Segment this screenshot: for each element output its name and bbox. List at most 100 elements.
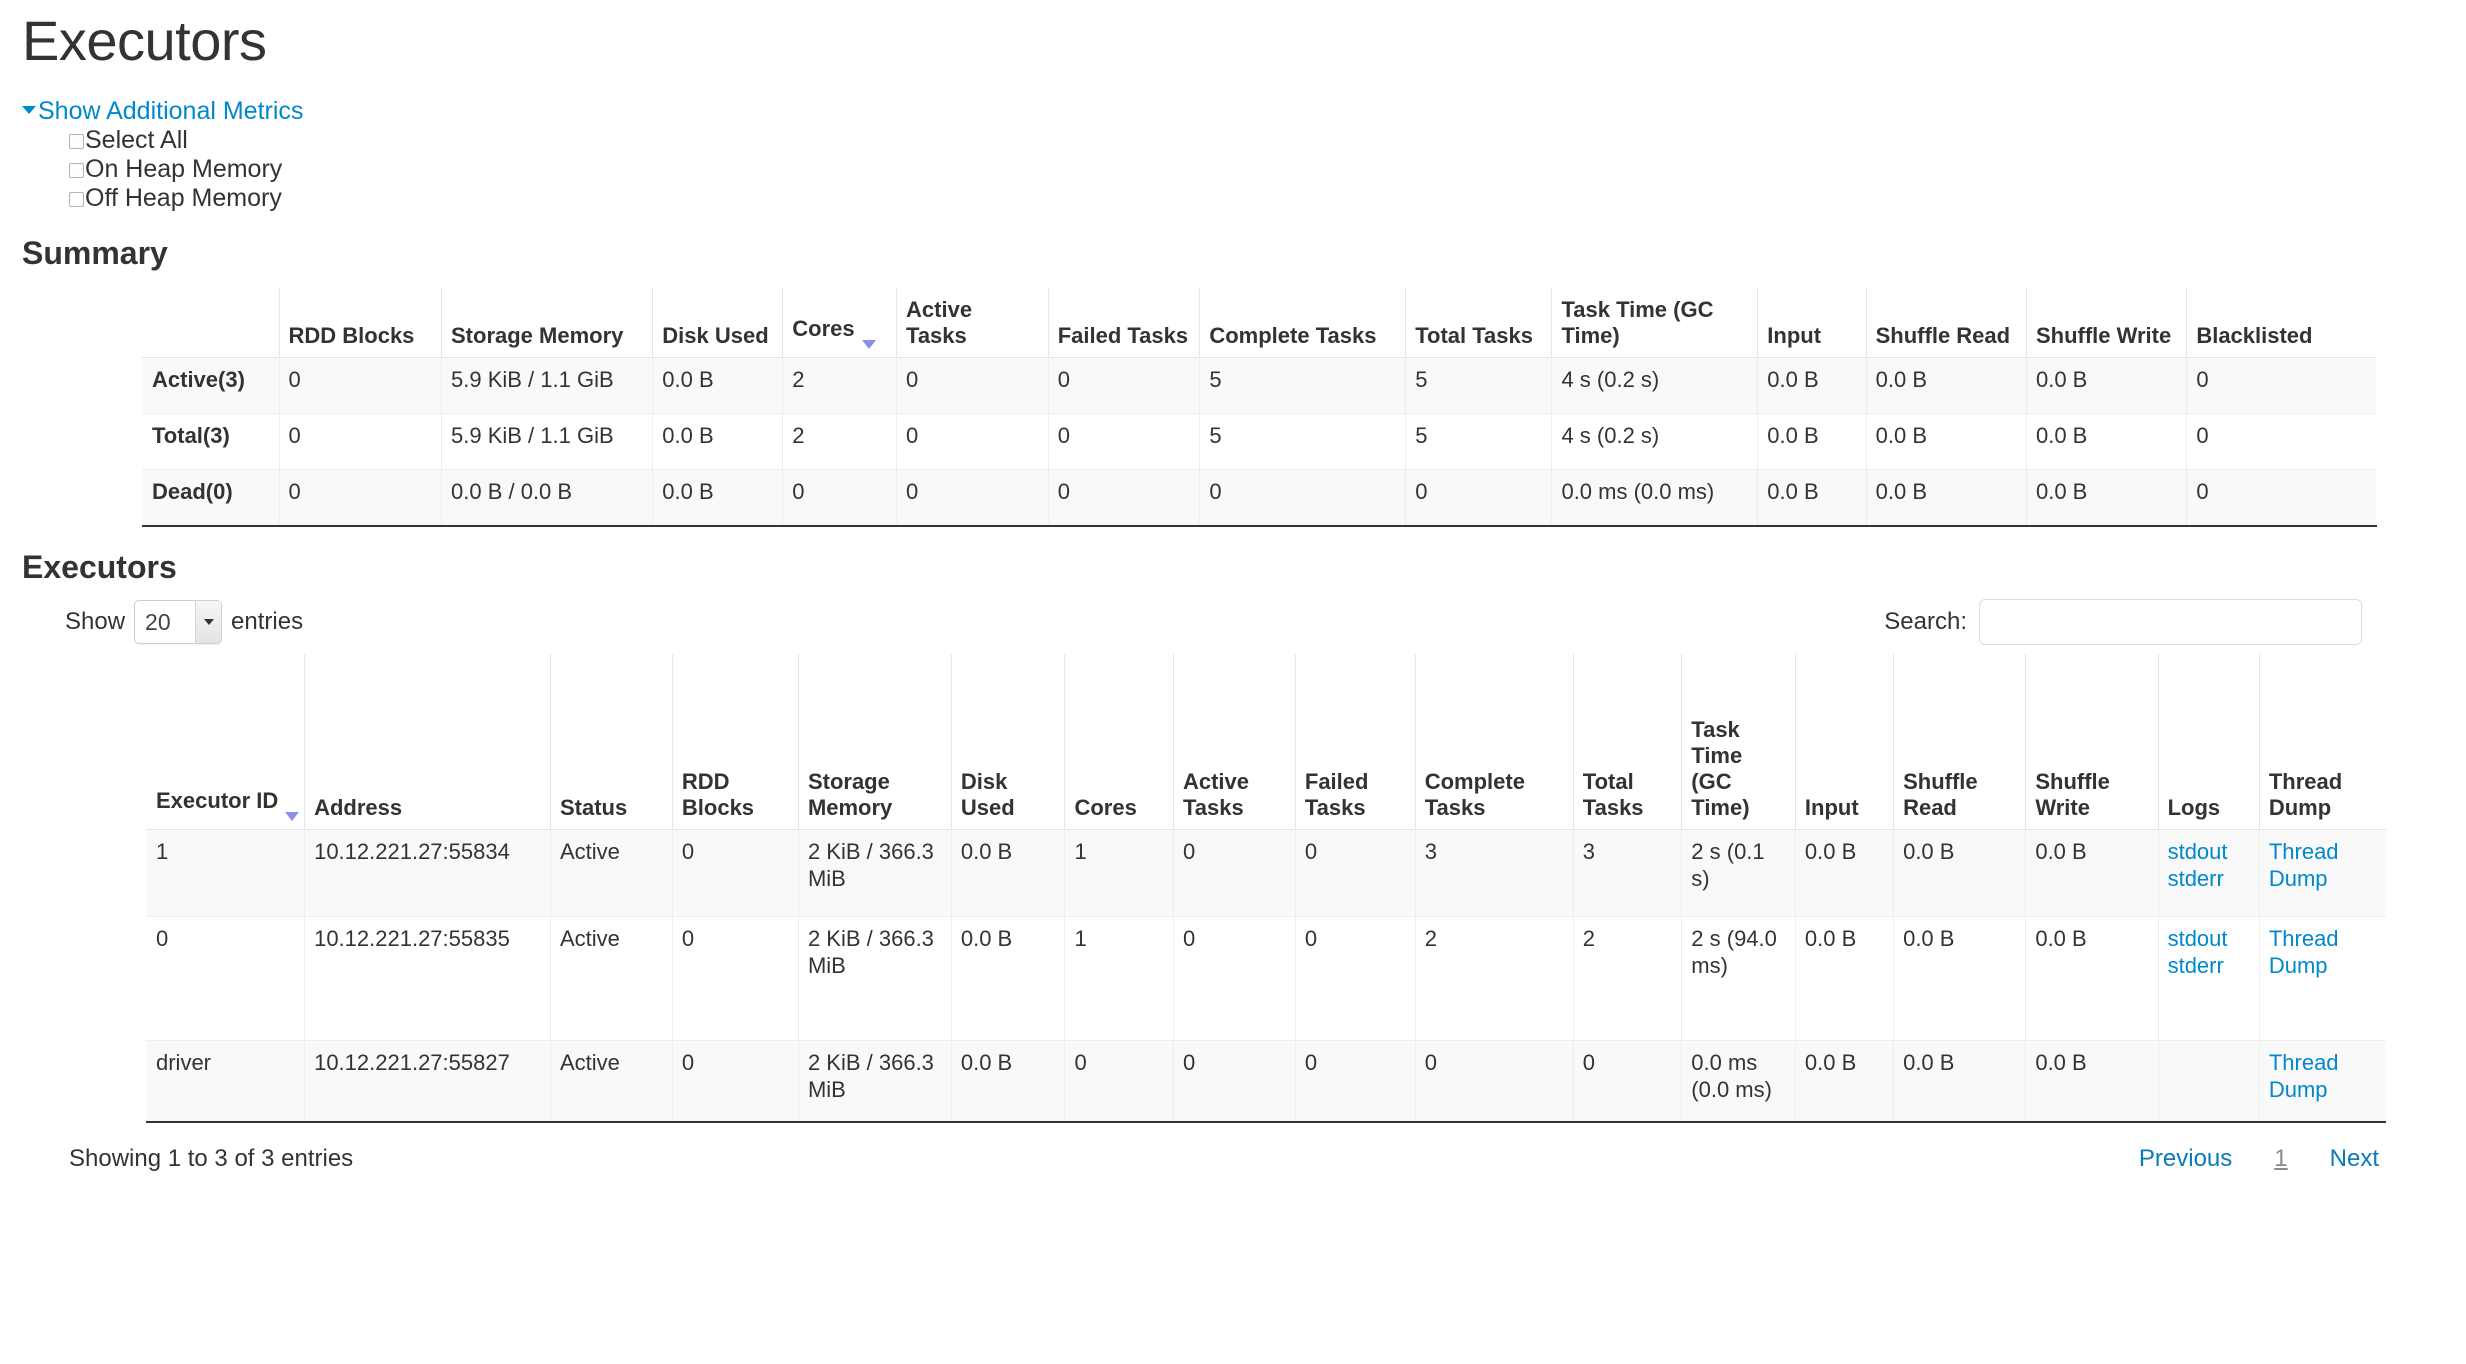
show-additional-metrics-toggle[interactable]: Show Additional Metrics — [22, 96, 303, 126]
search-input[interactable] — [1979, 598, 2362, 645]
stdout-link[interactable]: stdout — [2167, 838, 2228, 864]
summary-col-task-time[interactable]: Task Time (GC Time) — [1551, 288, 1759, 359]
metric-option-label: On Heap Memory — [85, 154, 283, 183]
executor-disk-used-cell: 0.0 B — [950, 915, 1066, 1041]
summary-cell-input: 0.0 B — [1757, 357, 1867, 415]
summary-cell-blacklisted: 0 — [2186, 413, 2377, 471]
executors-col-complete-tasks[interactable]: Complete Tasks — [1414, 653, 1574, 830]
executors-col-shuffle-write[interactable]: Shuffle Write — [2025, 653, 2159, 830]
executors-header-row: Executor ID Address Status RDD Blocks St… — [145, 653, 2387, 830]
summary-cell-rdd-blocks: 0 — [278, 357, 442, 415]
executor-disk-used-cell: 0.0 B — [950, 1039, 1066, 1124]
summary-cell-active-tasks: 0 — [896, 413, 1049, 471]
page-length-select[interactable]: 20 — [134, 599, 223, 644]
table-row: Active(3) 0 5.9 KiB / 1.1 GiB 0.0 B 2 0 … — [142, 357, 2377, 415]
executors-col-task-time[interactable]: Task Time (GC Time) — [1681, 653, 1796, 830]
stdout-link[interactable]: stdout — [2167, 925, 2228, 951]
metric-option-off-heap-memory[interactable]: Off Heap Memory — [69, 184, 2466, 213]
summary-cell-task-time: 4 s (0.2 s) — [1551, 357, 1759, 415]
additional-metrics-section: Show Additional Metrics Select All On He… — [22, 96, 2466, 214]
summary-cell-blacklisted: 0 — [2186, 469, 2377, 527]
executors-col-rdd-blocks[interactable]: RDD Blocks — [671, 653, 799, 830]
summary-cell-storage-memory: 5.9 KiB / 1.1 GiB — [440, 413, 654, 471]
page-number-1[interactable]: 1 — [2274, 1145, 2288, 1173]
executor-complete-tasks-cell: 0 — [1414, 1039, 1574, 1124]
executors-table: Executor ID Address Status RDD Blocks St… — [145, 653, 2387, 1124]
summary-cell-active-tasks: 0 — [896, 469, 1049, 527]
executors-page: Executors Show Additional Metrics Select… — [0, 10, 2466, 1173]
executors-table-body: 1 10.12.221.27:55834 Active 0 2 KiB / 36… — [145, 828, 2387, 1124]
metric-option-on-heap-memory[interactable]: On Heap Memory — [69, 155, 2466, 184]
metric-option-select-all[interactable]: Select All — [69, 126, 2466, 155]
executors-col-logs[interactable]: Logs — [2157, 653, 2260, 830]
executor-status-cell: Active — [549, 828, 673, 917]
executors-col-thread-dump[interactable]: Thread Dump — [2258, 653, 2387, 830]
executor-cores-cell: 1 — [1064, 915, 1174, 1041]
executor-rdd-blocks-cell: 0 — [671, 828, 799, 917]
summary-cell-total-tasks: 5 — [1405, 413, 1553, 471]
page-length-control: Show 20 entries — [65, 599, 303, 644]
executors-col-failed-tasks[interactable]: Failed Tasks — [1294, 653, 1416, 830]
select-all-checkbox[interactable] — [69, 133, 84, 149]
stderr-link[interactable]: stderr — [2167, 865, 2224, 891]
summary-cell-failed-tasks: 0 — [1047, 357, 1201, 415]
executors-col-storage-memory[interactable]: Storage Memory — [797, 653, 952, 830]
thread-dump-link[interactable]: Thread Dump — [2268, 925, 2339, 978]
summary-col-failed-tasks[interactable]: Failed Tasks — [1047, 288, 1201, 359]
executors-col-total-tasks[interactable]: Total Tasks — [1572, 653, 1683, 830]
on-heap-memory-checkbox[interactable] — [69, 162, 84, 178]
previous-page-button[interactable]: Previous — [2138, 1145, 2233, 1173]
summary-col-shuffle-read[interactable]: Shuffle Read — [1865, 288, 2027, 359]
summary-cell-total-tasks: 0 — [1405, 469, 1553, 527]
table-row: 0 10.12.221.27:55835 Active 0 2 KiB / 36… — [145, 915, 2387, 1041]
table-row: 1 10.12.221.27:55834 Active 0 2 KiB / 36… — [145, 828, 2387, 917]
executors-col-address[interactable]: Address — [304, 653, 551, 830]
executors-col-status[interactable]: Status — [549, 653, 673, 830]
summary-col-active-tasks[interactable]: Active Tasks — [896, 288, 1049, 359]
executor-status-cell: Active — [549, 1039, 673, 1124]
summary-cell-rdd-blocks: 0 — [278, 469, 442, 527]
executor-active-tasks-cell: 0 — [1172, 828, 1296, 917]
executor-id-cell: 0 — [145, 915, 306, 1041]
executor-logs-cell — [2157, 1039, 2260, 1124]
executors-col-input[interactable]: Input — [1794, 653, 1895, 830]
summary-col-disk-used[interactable]: Disk Used — [652, 288, 784, 359]
executor-thread-dump-cell: Thread Dump — [2258, 915, 2387, 1041]
summary-cell-disk-used: 0.0 B — [652, 357, 784, 415]
executors-col-active-tasks[interactable]: Active Tasks — [1172, 653, 1296, 830]
executor-address-cell: 10.12.221.27:55835 — [304, 915, 551, 1041]
summary-col-input[interactable]: Input — [1757, 288, 1867, 359]
summary-cell-shuffle-write: 0.0 B — [2025, 413, 2188, 471]
executor-failed-tasks-cell: 0 — [1294, 1039, 1416, 1124]
executor-storage-memory-cell: 2 KiB / 366.3 MiB — [797, 915, 952, 1041]
caret-down-icon — [22, 106, 36, 115]
executor-input-cell: 0.0 B — [1794, 915, 1895, 1041]
stderr-link[interactable]: stderr — [2167, 952, 2224, 978]
executor-failed-tasks-cell: 0 — [1294, 915, 1416, 1041]
executors-col-cores[interactable]: Cores — [1064, 653, 1174, 830]
next-page-button[interactable]: Next — [2329, 1145, 2379, 1173]
entries-info: Showing 1 to 3 of 3 entries — [69, 1145, 354, 1173]
summary-col-total-tasks[interactable]: Total Tasks — [1405, 288, 1553, 359]
summary-cell-storage-memory: 5.9 KiB / 1.1 GiB — [440, 357, 654, 415]
executors-col-executor-id[interactable]: Executor ID — [145, 653, 306, 830]
thread-dump-link[interactable]: Thread Dump — [2268, 1049, 2339, 1102]
summary-col-rdd-blocks[interactable]: RDD Blocks — [278, 288, 442, 359]
summary-col-complete-tasks[interactable]: Complete Tasks — [1199, 288, 1407, 359]
summary-col-blank[interactable] — [142, 288, 280, 359]
off-heap-memory-checkbox[interactable] — [69, 192, 84, 208]
executors-col-executor-id-inner: Executor ID — [156, 788, 300, 821]
summary-col-shuffle-write[interactable]: Shuffle Write — [2025, 288, 2188, 359]
table-row: Total(3) 0 5.9 KiB / 1.1 GiB 0.0 B 2 0 0… — [142, 413, 2377, 471]
sort-descending-icon — [285, 811, 300, 821]
thread-dump-link[interactable]: Thread Dump — [2268, 838, 2339, 891]
summary-col-cores[interactable]: Cores — [782, 288, 898, 359]
summary-col-blacklisted[interactable]: Blacklisted — [2186, 288, 2377, 359]
sort-descending-icon — [861, 340, 876, 350]
executors-col-shuffle-read[interactable]: Shuffle Read — [1893, 653, 2027, 830]
executors-col-disk-used[interactable]: Disk Used — [950, 653, 1066, 830]
executor-active-tasks-cell: 0 — [1172, 1039, 1296, 1124]
summary-cell-task-time: 4 s (0.2 s) — [1551, 413, 1759, 471]
metric-option-label: Select All — [85, 125, 188, 154]
summary-col-storage-memory[interactable]: Storage Memory — [440, 288, 654, 359]
